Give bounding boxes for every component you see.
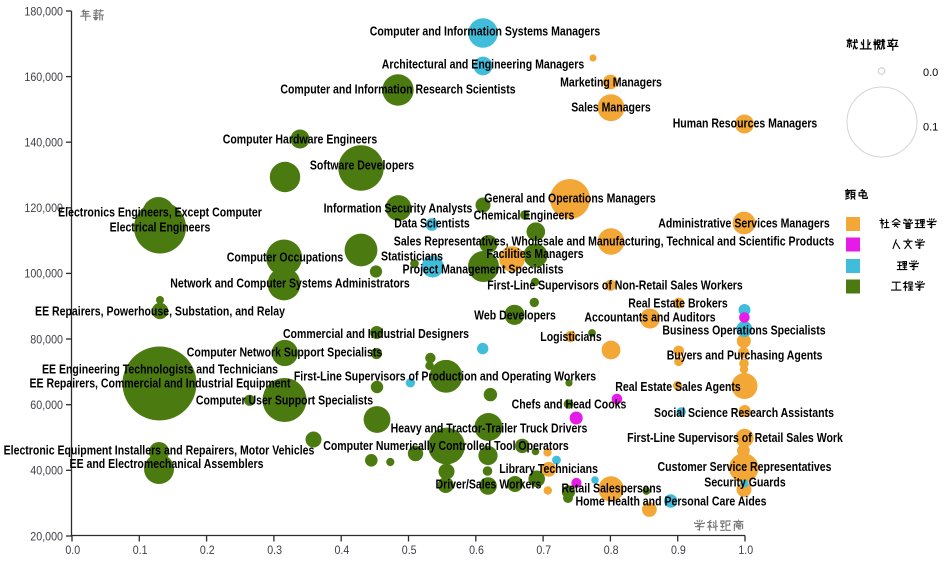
- svg-text:Chefs and Head Cooks: Chefs and Head Cooks: [512, 397, 627, 412]
- svg-text:Computer Occupations: Computer Occupations: [227, 250, 343, 265]
- svg-text:EE Repairers, Commercial and I: EE Repairers, Commercial and Industrial …: [30, 376, 292, 391]
- svg-text:0.1: 0.1: [923, 122, 938, 134]
- svg-text:Real Estate Sales Agents: Real Estate Sales Agents: [615, 379, 741, 394]
- svg-text:First-Line Supervisors of Reta: First-Line Supervisors of Retail Sales W…: [627, 430, 843, 445]
- svg-text:0.4: 0.4: [335, 543, 350, 557]
- svg-text:Security Guards: Security Guards: [704, 475, 785, 490]
- svg-text:Facilities Managers: Facilities Managers: [486, 246, 583, 261]
- svg-text:0.0: 0.0: [923, 67, 938, 79]
- svg-text:EE Engineering Technologists a: EE Engineering Technologists and Technic…: [42, 362, 278, 377]
- svg-text:Logisticians: Logisticians: [540, 329, 601, 344]
- svg-text:Project Management Specialists: Project Management Specialists: [403, 262, 564, 277]
- svg-text:100,000: 100,000: [24, 267, 63, 281]
- svg-text:Computer and Information Syste: Computer and Information Systems Manager…: [370, 24, 601, 39]
- svg-text:Statisticians: Statisticians: [381, 249, 443, 264]
- svg-text:0.7: 0.7: [536, 543, 551, 557]
- svg-text:0.1: 0.1: [133, 543, 148, 557]
- svg-text:0.2: 0.2: [200, 543, 215, 557]
- svg-text:Human Resources Managers: Human Resources Managers: [673, 116, 818, 131]
- svg-text:Electronics Engineers, Except: Electronics Engineers, Except Computer: [58, 205, 262, 220]
- svg-text:EE Repairers, Powerhouse, Subs: EE Repairers, Powerhouse, Substation, an…: [35, 304, 286, 319]
- svg-text:0.9: 0.9: [671, 543, 686, 557]
- svg-text:Computer User Support Speciali: Computer User Support Specialists: [196, 393, 373, 408]
- svg-text:Business Operations Specialist: Business Operations Specialists: [662, 323, 825, 338]
- svg-text:Network and Computer Systems A: Network and Computer Systems Administrat…: [170, 276, 410, 291]
- svg-text:0.5: 0.5: [402, 543, 417, 557]
- svg-text:Computer Hardware Engineers: Computer Hardware Engineers: [223, 132, 378, 147]
- svg-text:Software Developers: Software Developers: [310, 158, 414, 173]
- svg-text:General and Operations Manager: General and Operations Managers: [484, 191, 656, 206]
- svg-text:0.8: 0.8: [604, 543, 619, 557]
- svg-text:Retail Salespersons: Retail Salespersons: [561, 481, 661, 496]
- svg-text:Customer Service Representativ: Customer Service Representatives: [658, 459, 832, 474]
- svg-text:Marketing Managers: Marketing Managers: [560, 75, 662, 90]
- svg-text:First-Line Supervisors of Non-: First-Line Supervisors of Non-Retail Sal…: [487, 278, 743, 293]
- svg-text:40,000: 40,000: [30, 464, 63, 478]
- svg-text:Real Estate Brokers: Real Estate Brokers: [628, 296, 728, 311]
- svg-text:First-Line Supervisors of Prod: First-Line Supervisors of Production and…: [294, 369, 596, 384]
- svg-text:140,000: 140,000: [24, 136, 63, 150]
- svg-text:Sales Managers: Sales Managers: [571, 100, 651, 115]
- svg-text:Information Security Analysts: Information Security Analysts: [324, 201, 473, 216]
- svg-text:80,000: 80,000: [30, 332, 63, 346]
- svg-text:Administrative Services Manage: Administrative Services Managers: [658, 216, 830, 231]
- svg-text:Electrical Engineers: Electrical Engineers: [110, 220, 211, 235]
- svg-text:Commercial and Industrial Desi: Commercial and Industrial Designers: [283, 326, 469, 341]
- svg-text:0.3: 0.3: [267, 543, 282, 557]
- svg-text:Accountants and Auditors: Accountants and Auditors: [584, 310, 715, 325]
- svg-text:160,000: 160,000: [24, 70, 63, 84]
- svg-text:Web Developers: Web Developers: [474, 308, 556, 323]
- svg-text:Electronic Equipment Installer: Electronic Equipment Installers and Repa…: [4, 443, 315, 458]
- svg-text:Data Scientists: Data Scientists: [394, 216, 470, 231]
- svg-text:Architectural and Engineering: Architectural and Engineering Managers: [382, 57, 585, 72]
- svg-text:20,000: 20,000: [30, 529, 63, 543]
- svg-text:Driver/Sales Workers: Driver/Sales Workers: [436, 477, 542, 492]
- svg-text:EE and Electromechanical Assem: EE and Electromechanical Assemblers: [70, 456, 264, 471]
- svg-text:Social Science Research Assist: Social Science Research Assistants: [654, 405, 834, 420]
- svg-text:Home Health and Personal Care: Home Health and Personal Care Aides: [576, 494, 767, 509]
- svg-text:0.0: 0.0: [65, 543, 80, 557]
- svg-text:1.0: 1.0: [738, 543, 753, 557]
- svg-text:Computer Network Support Speci: Computer Network Support Specialists: [187, 345, 382, 360]
- svg-text:60,000: 60,000: [30, 398, 63, 412]
- svg-text:Buyers and Purchasing Agents: Buyers and Purchasing Agents: [667, 348, 823, 363]
- svg-text:0.6: 0.6: [469, 543, 484, 557]
- svg-text:Library Technicians: Library Technicians: [499, 461, 598, 476]
- svg-text:Sales Representatives, Wholesa: Sales Representatives, Wholesale and Man…: [394, 234, 834, 249]
- svg-text:Computer and Information Resea: Computer and Information Research Scient…: [280, 82, 515, 97]
- svg-text:Chemical Engineers: Chemical Engineers: [474, 208, 575, 223]
- svg-text:120,000: 120,000: [24, 201, 63, 215]
- svg-text:Heavy and Tractor-Trailer Truc: Heavy and Tractor-Trailer Truck Drivers: [391, 421, 588, 436]
- svg-text:Computer Numerically Controlle: Computer Numerically Controlled Tool Ope…: [323, 438, 569, 453]
- svg-text:180,000: 180,000: [24, 4, 63, 18]
